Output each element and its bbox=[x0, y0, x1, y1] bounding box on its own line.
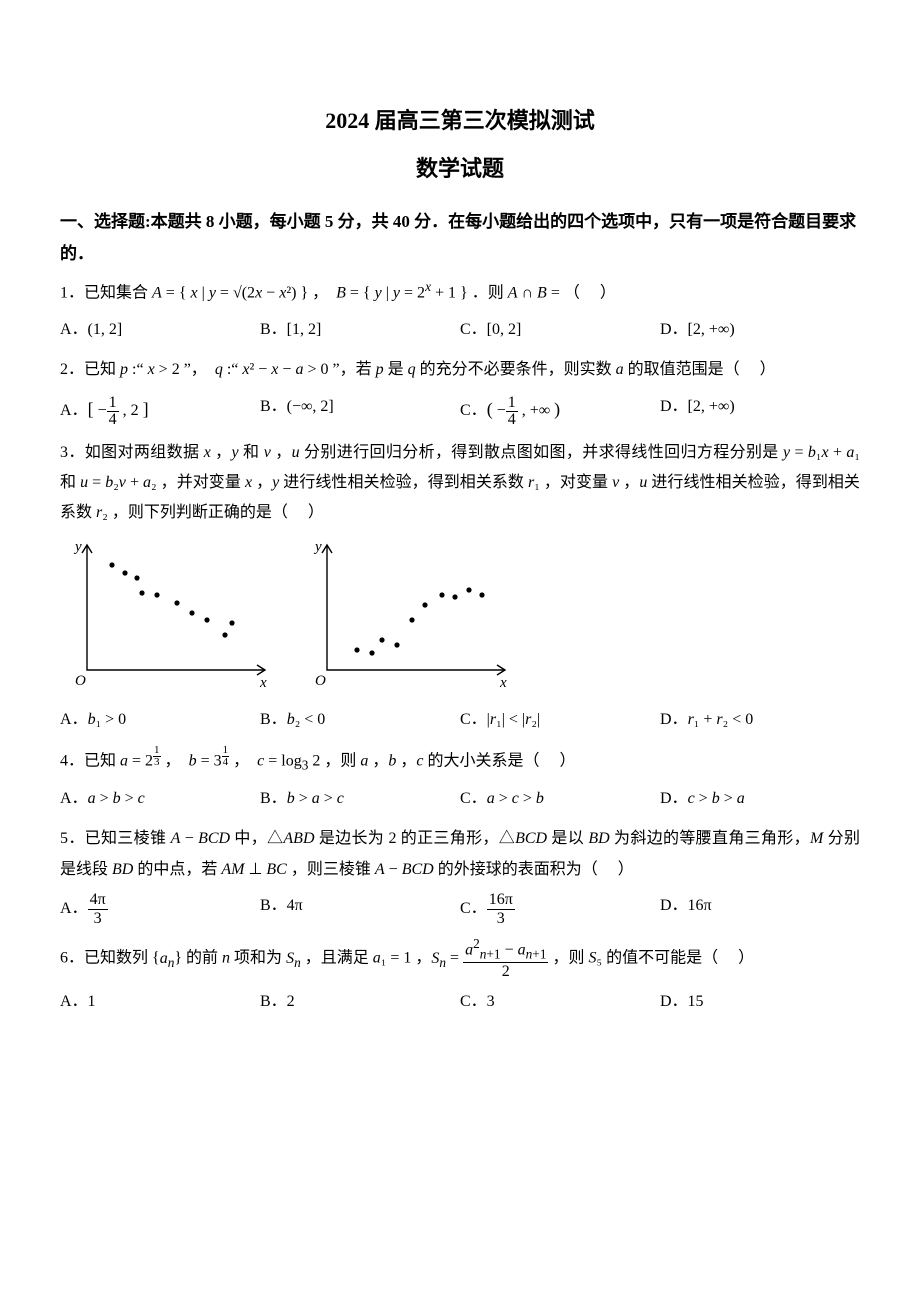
q5-opt-b: B．4π bbox=[260, 891, 460, 927]
q3-opt-d: D．r₁ + r₂ < 0 bbox=[660, 705, 860, 735]
q5-options: A．4π3 B．4π C．16π3 D．16π bbox=[60, 891, 860, 927]
q6-opt-c: C．3 bbox=[460, 987, 660, 1017]
q4-opt-c: C．a > c > b bbox=[460, 784, 660, 814]
section-heading: 一、选择题:本题共 8 小题，每小题 5 分，共 40 分．在每小题给出的四个选… bbox=[60, 206, 860, 271]
q1-opt-d: D．[2, +∞) bbox=[660, 315, 860, 345]
scatter-chart-2: y x O bbox=[310, 535, 520, 695]
q6-opt-a: A．1 bbox=[60, 987, 260, 1017]
question-3: 3．如图对两组数据 x ，y 和 v ，u 分别进行回归分析，得到散点图如图，并… bbox=[60, 438, 860, 529]
q3-opt-a: A．b₁ > 0 bbox=[60, 705, 260, 735]
question-5: 5．已知三棱锥 A − BCD 中，△ABD 是边长为 2 的正三角形，△BCD… bbox=[60, 824, 860, 885]
q6-opt-b: B．2 bbox=[260, 987, 460, 1017]
scatter-chart-1: y x O bbox=[70, 535, 280, 695]
q2-options: A．[ −14 , 2 ] B．(−∞, 2] C．( −14 , +∞ ) D… bbox=[60, 392, 860, 428]
q4-opt-b: B．b > a > c bbox=[260, 784, 460, 814]
q1-options: A．(1, 2] B．[1, 2] C．[0, 2] D．[2, +∞) bbox=[60, 315, 860, 345]
q2-opt-c: C．( −14 , +∞ ) bbox=[460, 392, 660, 428]
q5-opt-a: A．4π3 bbox=[60, 891, 260, 927]
page-subtitle: 数学试题 bbox=[60, 148, 860, 190]
q2-opt-d: D．[2, +∞) bbox=[660, 392, 860, 428]
chart2-points bbox=[354, 587, 484, 655]
q4-options: A．a > b > c B．b > a > c C．a > c > b D．c … bbox=[60, 784, 860, 814]
q3-opt-b: B．b₂ < 0 bbox=[260, 705, 460, 735]
chart1-origin: O bbox=[75, 673, 86, 689]
q6-options: A．1 B．2 C．3 D．15 bbox=[60, 987, 860, 1017]
q4-opt-d: D．c > b > a bbox=[660, 784, 860, 814]
q6-opt-d: D．15 bbox=[660, 987, 860, 1017]
q5-opt-d: D．16π bbox=[660, 891, 860, 927]
question-1: 1．已知集合 A = { x | y = √(2x − x²) } ， B = … bbox=[60, 274, 860, 309]
q3-opt-c: C．|r₁| < |r₂| bbox=[460, 705, 660, 735]
q1-opt-b: B．[1, 2] bbox=[260, 315, 460, 345]
chart2-xlabel: x bbox=[499, 675, 507, 691]
chart2-origin: O bbox=[315, 673, 326, 689]
question-6: 6．已知数列 {an} 的前 n 项和为 Sn ，且满足 a₁ = 1 ，Sn … bbox=[60, 937, 860, 981]
q1-opt-a: A．(1, 2] bbox=[60, 315, 260, 345]
question-4: 4．已知 a = 213 ， b = 314 ， c = log3 2 ，则 a… bbox=[60, 745, 860, 778]
page-title: 2024 届高三第三次模拟测试 bbox=[60, 100, 860, 142]
chart1-points bbox=[109, 562, 234, 637]
q2-opt-b: B．(−∞, 2] bbox=[260, 392, 460, 428]
chart2-ylabel: y bbox=[313, 539, 322, 555]
q3-charts: y x O y x O bbox=[70, 535, 860, 695]
q3-options: A．b₁ > 0 B．b₂ < 0 C．|r₁| < |r₂| D．r₁ + r… bbox=[60, 705, 860, 735]
chart1-xlabel: x bbox=[259, 675, 267, 691]
q5-opt-c: C．16π3 bbox=[460, 891, 660, 927]
q1-opt-c: C．[0, 2] bbox=[460, 315, 660, 345]
question-2: 2．已知 p :“ x > 2 ”， q :“ x² − x − a > 0 ”… bbox=[60, 355, 860, 385]
q2-opt-a: A．[ −14 , 2 ] bbox=[60, 392, 260, 428]
q4-opt-a: A．a > b > c bbox=[60, 784, 260, 814]
chart1-ylabel: y bbox=[73, 539, 82, 555]
